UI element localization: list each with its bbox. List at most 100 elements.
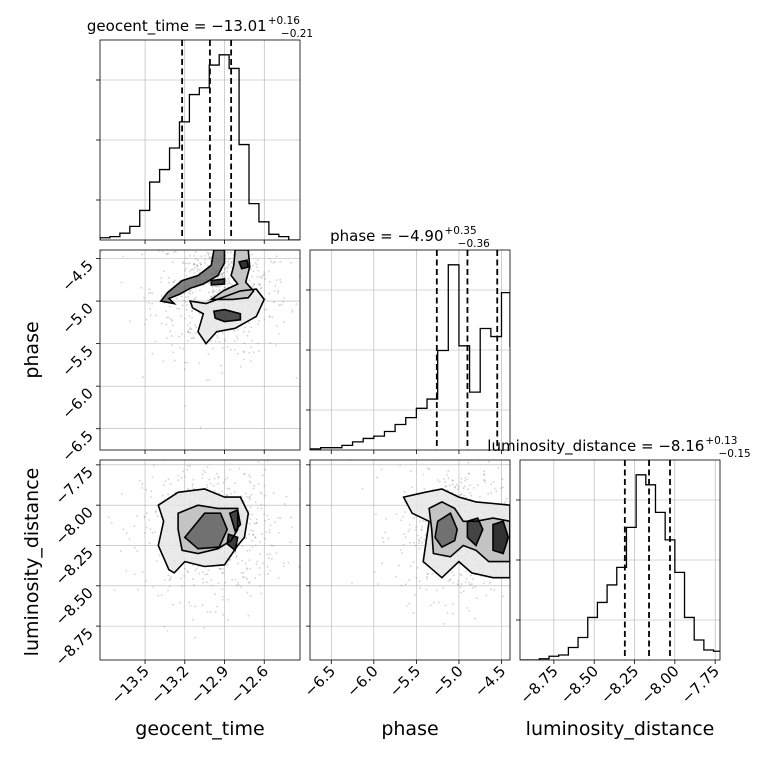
x-tick-label: −8.00 <box>637 662 682 707</box>
sample-point <box>272 301 275 304</box>
sample-point <box>260 277 263 279</box>
sample-point <box>446 489 449 491</box>
sample-point <box>186 361 189 364</box>
sample-point <box>222 595 224 598</box>
sample-point <box>184 368 186 371</box>
sample-point <box>192 478 195 481</box>
sample-point <box>277 517 280 519</box>
sample-point <box>534 530 536 532</box>
sample-point <box>226 267 229 269</box>
sample-point <box>167 316 170 319</box>
sample-point <box>243 342 246 344</box>
sample-point <box>387 537 390 540</box>
sample-point <box>272 261 275 264</box>
sample-point <box>268 316 271 318</box>
sample-point <box>467 488 469 491</box>
sample-point <box>260 507 263 510</box>
sample-point <box>483 582 485 585</box>
sample-point <box>426 577 428 580</box>
sample-point <box>155 510 158 512</box>
sample-point <box>163 302 166 305</box>
sample-point <box>249 567 252 570</box>
sample-point <box>199 263 202 266</box>
sample-point <box>460 477 463 480</box>
sample-point <box>239 209 241 211</box>
sample-point <box>217 331 220 334</box>
sample-point <box>274 260 277 263</box>
sample-point <box>268 528 271 531</box>
sample-point <box>187 330 190 333</box>
contour-line <box>208 250 255 301</box>
sample-point <box>395 513 398 515</box>
sample-point <box>270 242 272 244</box>
sample-point <box>266 553 269 556</box>
sample-point <box>143 323 146 326</box>
sample-point <box>377 583 379 585</box>
sample-point <box>204 255 207 257</box>
sample-point <box>418 547 421 550</box>
sample-point <box>171 319 174 322</box>
sample-point <box>236 352 239 355</box>
sample-point <box>229 558 232 561</box>
sample-point <box>449 579 452 581</box>
sample-point <box>190 337 193 340</box>
sample-point <box>452 574 455 577</box>
sample-point <box>166 252 169 255</box>
sample-point <box>254 501 257 504</box>
sample-point <box>196 455 198 457</box>
sample-point <box>213 241 215 243</box>
sample-point <box>257 342 260 345</box>
sample-point <box>217 477 220 479</box>
contour-line <box>157 488 250 574</box>
sample-point <box>435 589 438 592</box>
sample-point <box>270 260 272 263</box>
sample-point <box>248 246 250 248</box>
sample-point <box>249 518 252 521</box>
sample-point <box>283 503 286 505</box>
sample-point <box>143 531 146 534</box>
contour-line <box>177 504 239 555</box>
sample-point <box>152 586 155 588</box>
sample-point <box>184 269 186 272</box>
sample-point <box>256 275 259 278</box>
sample-point <box>493 487 496 490</box>
sample-point <box>161 250 164 253</box>
sample-point <box>252 529 255 532</box>
sample-point <box>221 332 224 334</box>
sample-point <box>141 571 144 573</box>
sample-point <box>248 352 251 354</box>
sample-point <box>469 583 471 586</box>
sample-point <box>198 268 201 271</box>
sample-point <box>382 541 385 543</box>
sample-point <box>136 515 138 518</box>
sample-point <box>525 555 527 557</box>
sample-point <box>214 340 217 342</box>
sample-point <box>521 604 523 606</box>
sample-point <box>221 571 224 574</box>
sample-point <box>513 540 515 542</box>
sample-point <box>216 246 218 248</box>
sample-point <box>240 224 242 226</box>
sample-point <box>259 276 262 278</box>
sample-point <box>137 588 139 591</box>
sample-point <box>125 570 128 572</box>
sample-point <box>186 468 189 471</box>
sample-point <box>197 259 200 262</box>
sample-point <box>158 554 161 557</box>
sample-point <box>237 562 239 565</box>
sample-point <box>187 291 190 294</box>
sample-point <box>280 281 282 284</box>
sample-point <box>229 468 231 471</box>
sample-point <box>192 263 195 266</box>
sample-point <box>202 469 205 472</box>
sample-point <box>448 484 451 487</box>
sample-point <box>167 478 170 481</box>
sample-point <box>250 529 253 532</box>
sample-point <box>134 546 136 549</box>
sample-point <box>235 556 238 559</box>
sample-point <box>125 532 128 535</box>
sample-point <box>172 603 174 606</box>
sample-point <box>521 498 523 500</box>
sample-point <box>209 482 212 485</box>
sample-point <box>206 240 208 242</box>
